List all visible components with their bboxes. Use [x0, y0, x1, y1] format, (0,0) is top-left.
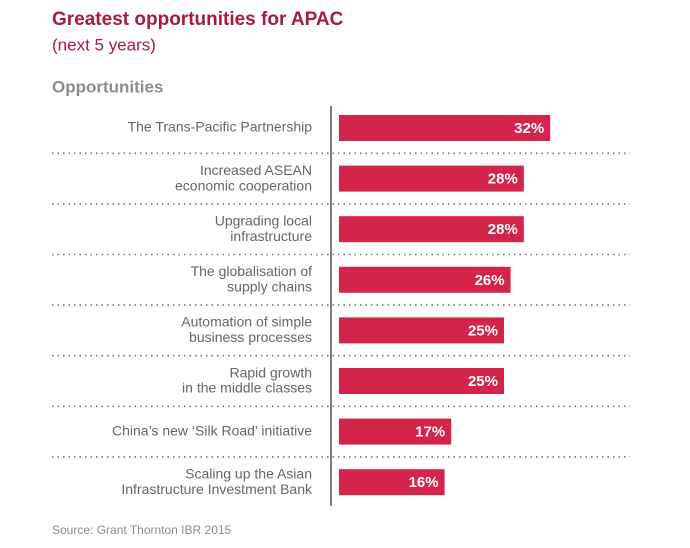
category-label: China’s new ‘Silk Road’ initiative [112, 422, 312, 438]
category-label: Upgrading local infrastructure [215, 212, 313, 243]
bar [339, 368, 504, 394]
value-label: 28% [488, 171, 518, 188]
value-label: 32% [514, 120, 544, 137]
value-label: 25% [468, 322, 498, 339]
value-label: 26% [475, 272, 505, 289]
value-label: 25% [468, 373, 498, 390]
chart-title: Greatest opportunities for APAC [52, 9, 344, 30]
chart-subtitle: (next 5 years) [52, 35, 156, 54]
bar [339, 216, 524, 243]
source: Source: Grant Thornton IBR 2015 [52, 523, 232, 537]
value-label: 16% [409, 474, 439, 491]
axis-label: Opportunities [52, 77, 163, 96]
bar [339, 115, 551, 141]
category-label: Scaling up the Asian Infrastructure Inves… [121, 465, 313, 496]
category-label: Increased ASEAN economic cooperation [175, 162, 312, 193]
bar [339, 266, 511, 293]
bar [339, 469, 445, 496]
bar [339, 418, 452, 445]
value-label: 17% [415, 424, 445, 441]
bar [339, 165, 524, 192]
category-label: The Trans-Pacific Partnership [128, 119, 313, 135]
value-label: 28% [488, 221, 518, 238]
category-label: Automation of simple business processes [181, 313, 312, 344]
category-label: The globalisation of supply chains [191, 263, 313, 294]
bar [339, 317, 504, 344]
category-label: Rapid growth in the middle classes [182, 364, 312, 395]
